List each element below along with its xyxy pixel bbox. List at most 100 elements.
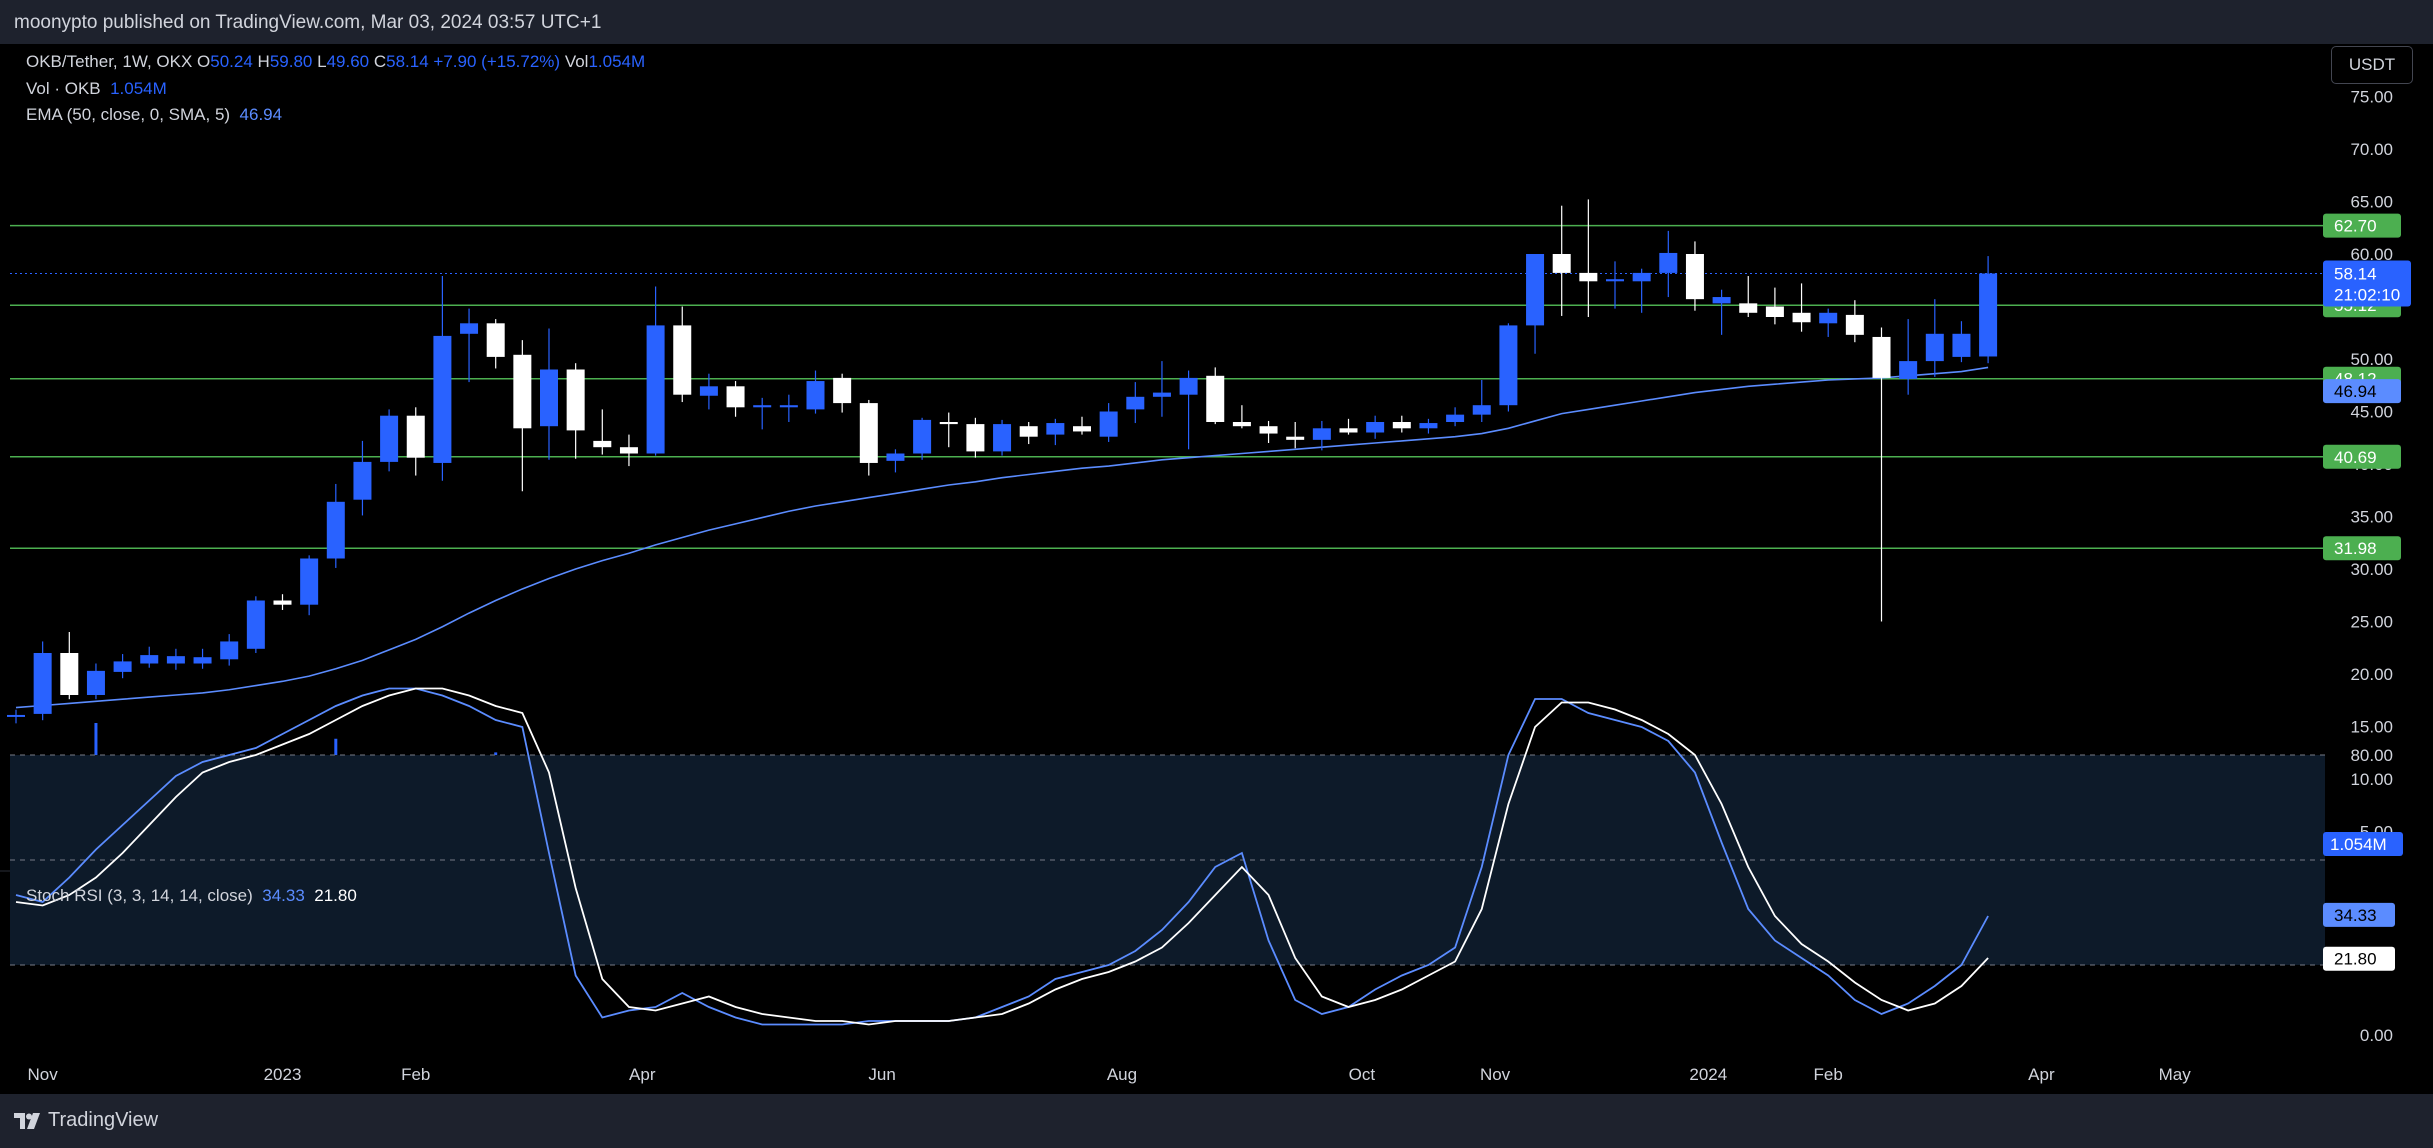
- candle-body: [1845, 314, 1864, 335]
- publisher-text: moonypto published on TradingView.com, M…: [14, 12, 602, 33]
- candle: [140, 646, 159, 668]
- price-tick-label: 70.00: [2350, 140, 2393, 159]
- legend-volume-label: Vol · OKB: [26, 79, 101, 98]
- candle: [1073, 416, 1091, 435]
- candle-body: [1366, 422, 1385, 433]
- stoch-d-line: [15, 687, 1989, 1026]
- candle-body: [1899, 361, 1918, 379]
- price-tick-label: 75.00: [2350, 88, 2393, 107]
- candle-body: [939, 422, 958, 425]
- candle: [7, 709, 25, 724]
- candle-body: [1765, 306, 1784, 317]
- currency-button[interactable]: USDT: [2331, 46, 2413, 84]
- candle: [806, 370, 825, 414]
- tradingview-logo: TradingView: [14, 1109, 158, 1132]
- legend-ema-label: EMA (50, close, 0, SMA, 5): [26, 105, 231, 124]
- price-tick-label: 65.00: [2350, 193, 2393, 212]
- stoch-tick-0: 0.00: [2360, 1026, 2393, 1045]
- candle-body: [1979, 273, 1998, 357]
- candle: [1126, 382, 1145, 424]
- candle: [246, 596, 265, 653]
- candle: [1526, 254, 1545, 354]
- time-tick-label: Apr: [2028, 1065, 2055, 1084]
- candle-body: [673, 325, 692, 395]
- candle-body: [1526, 254, 1545, 326]
- candle-body: [1179, 377, 1198, 395]
- candle-body: [1232, 422, 1251, 427]
- legend-symbol: OKB/Tether, 1W, OKX: [26, 52, 193, 71]
- candle: [1872, 327, 1891, 622]
- candle-body: [273, 600, 292, 605]
- price-tick-label: 20.00: [2350, 665, 2393, 684]
- candle-body: [433, 335, 452, 463]
- legend-c-label: C: [373, 52, 387, 71]
- legend-c-value: 58.14: [386, 52, 429, 71]
- candle: [1979, 256, 1998, 364]
- candle-body: [1392, 422, 1411, 429]
- candle-body: [1472, 405, 1491, 415]
- candle: [1952, 321, 1971, 363]
- candle: [540, 328, 558, 460]
- candle: [1765, 287, 1784, 325]
- candle-body: [1606, 279, 1624, 282]
- candle: [406, 407, 425, 476]
- candle-body: [1952, 333, 1971, 357]
- candle-body: [7, 714, 25, 717]
- legend-h-label: H: [257, 52, 270, 71]
- candle-body: [593, 440, 612, 448]
- legend-ema-value: 46.94: [239, 105, 283, 124]
- stoch-k-tag-text: 34.33: [2334, 906, 2377, 925]
- candle: [460, 308, 479, 383]
- volume-tag: 1.054M: [2323, 832, 2403, 856]
- candle-body: [460, 323, 479, 334]
- candle-body: [113, 661, 132, 672]
- candle-body: [619, 447, 638, 454]
- candle: [1819, 308, 1838, 337]
- candle: [1019, 422, 1038, 445]
- candles: [7, 199, 1998, 724]
- candle-body: [1099, 411, 1118, 437]
- stoch-band: [10, 755, 2325, 965]
- candle: [380, 409, 399, 472]
- time-tick-label: Oct: [1349, 1065, 1376, 1084]
- candle-body: [1286, 436, 1305, 440]
- stoch-tick-80: 80.00: [2350, 746, 2393, 765]
- candle: [566, 363, 585, 459]
- candle-body: [806, 381, 825, 410]
- stoch-rsi-pane: 80.00 0.00: [10, 687, 2393, 1045]
- candle: [1659, 230, 1678, 298]
- price-tick-label: 60.00: [2350, 245, 2393, 264]
- candle: [1632, 268, 1651, 313]
- ema-path: [15, 366, 1989, 709]
- candle-body: [1579, 272, 1598, 282]
- candle: [1712, 289, 1731, 335]
- top-bar: moonypto published on TradingView.com, M…: [0, 0, 2433, 44]
- chart-area[interactable]: 80.000.00 75.0070.0065.0060.0055.0050.00…: [0, 44, 2433, 1094]
- candle-body: [886, 453, 905, 461]
- candle-body: [1872, 336, 1891, 378]
- candle: [1446, 407, 1465, 427]
- level-tag-4: 31.98: [2323, 536, 2401, 561]
- legend-volume-value: 1.054M: [110, 79, 167, 98]
- candle: [1312, 420, 1331, 451]
- time-tick-label: Jun: [868, 1065, 895, 1084]
- legend-stoch-label: Stoch RSI (3, 3, 14, 14, close): [26, 886, 253, 905]
- price-tick-label: 50.00: [2350, 350, 2393, 369]
- stoch-d-tag-bg: [2323, 946, 2395, 971]
- level-tag-3-text: 40.69: [2334, 448, 2377, 467]
- level-tag-0-text: 62.70: [2334, 217, 2377, 236]
- legend-stoch: Stoch RSI (3, 3, 14, 14, close) 34.33 21…: [26, 886, 357, 906]
- candle-body: [1712, 297, 1731, 304]
- candle-body: [1792, 312, 1811, 323]
- candle: [60, 632, 79, 700]
- candle-body: [86, 670, 105, 695]
- candle-body: [1206, 375, 1225, 422]
- candle-body: [859, 403, 878, 463]
- candle: [1339, 418, 1358, 435]
- chart-svg[interactable]: 80.000.00 75.0070.0065.0060.0055.0050.00…: [0, 44, 2433, 1094]
- candle: [993, 419, 1012, 456]
- candle-body: [193, 657, 212, 664]
- candle: [753, 397, 772, 430]
- time-tick-label: Aug: [1107, 1065, 1137, 1084]
- candle-body: [380, 415, 399, 462]
